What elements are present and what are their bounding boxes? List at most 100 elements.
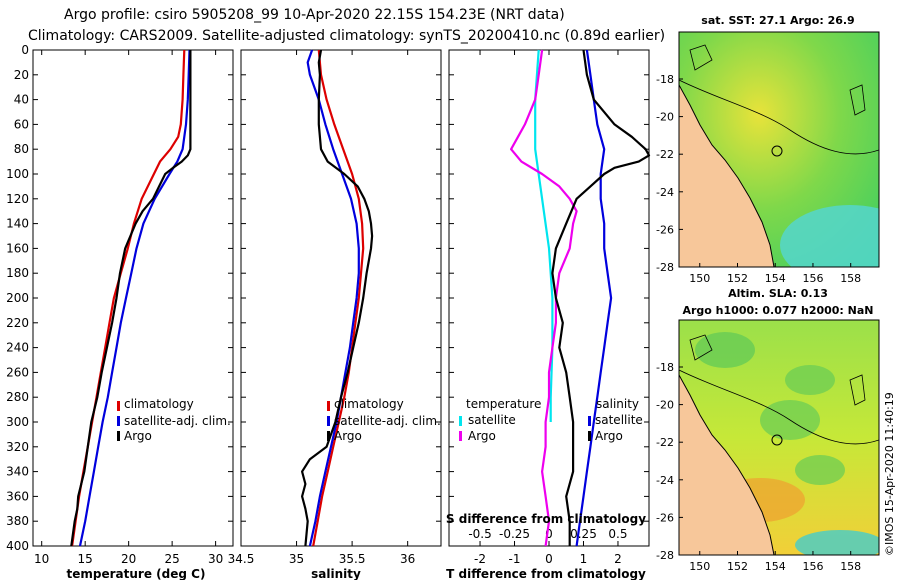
- lon-tick-label: 150: [689, 560, 710, 573]
- lon-tick-label: 156: [802, 560, 823, 573]
- depth-tick-label: 340: [6, 465, 29, 479]
- legend-label-s-satellite: satellite: [595, 413, 643, 427]
- sla-map-subtitle: Argo h1000: 0.077 h2000: NaN: [682, 304, 873, 317]
- depth-tick-label: 20: [14, 68, 29, 82]
- depth-tick-label: 400: [6, 539, 29, 553]
- s-tick-label: 0.5: [608, 527, 627, 541]
- depth-tick-label: 160: [6, 241, 29, 255]
- s-tick-label: -0.5: [468, 527, 491, 541]
- x-tick-label: 35: [289, 552, 304, 566]
- legend-label-t-satellite: satellite: [468, 413, 516, 427]
- sla-map: Altim. SLA: 0.13 Argo h1000: 0.077 h2000…: [656, 287, 880, 573]
- sst-map: sat. SST: 27.1 Argo: 26.9 -18 -20 -22 -24 -2…: [656, 14, 880, 285]
- depth-tick-label: 100: [6, 167, 29, 181]
- depth-tick-label: 220: [6, 316, 29, 330]
- s-tick-label: -0.25: [499, 527, 530, 541]
- sla-map-frame: [678, 319, 880, 556]
- series-line-climatology: [312, 49, 365, 547]
- legend-swatch-climatology: [327, 401, 330, 411]
- lat-tick-label: -22: [656, 436, 674, 449]
- x-tick-label: 25: [164, 552, 179, 566]
- s-difference-axis-label: S difference from climatology: [446, 512, 646, 526]
- legend-title-salinity: salinity: [596, 397, 639, 411]
- reef-outline: [849, 374, 866, 406]
- legend-label-argo: Argo: [334, 429, 362, 443]
- salinity-series: [301, 49, 374, 547]
- x-tick-label: 0: [545, 552, 553, 566]
- depth-axis: 0 20 40 60 80 100 120 140 160 180 200 220 240 260 280 3…: [6, 43, 233, 553]
- land-australia: [679, 84, 775, 267]
- lat-tick-label: -28: [656, 261, 674, 274]
- legend-swatch-climatology: [117, 401, 120, 411]
- x-tick-label: 10: [34, 552, 49, 566]
- sst-map-title: sat. SST: 27.1 Argo: 26.9: [701, 14, 854, 27]
- legend-swatch-s-argo: [588, 431, 591, 441]
- sst-cool-patch: [780, 205, 879, 267]
- legend-label-satellite: satellite-adj. clim.: [334, 414, 441, 428]
- legend-label-climatology: climatology: [124, 397, 194, 411]
- imos-credit: ©IMOS 15-Apr-2020 11:40:19: [883, 392, 896, 556]
- legend-swatch-satellite: [327, 416, 330, 426]
- land-australia: [679, 374, 775, 555]
- legend-label-s-argo: Argo: [595, 429, 623, 443]
- x-tick-label: 2: [614, 552, 622, 566]
- depth-tick-label: 240: [6, 341, 29, 355]
- depth-tick-label: 200: [6, 291, 29, 305]
- lon-tick-label: 152: [727, 560, 748, 573]
- sla-low-patch: [785, 365, 835, 395]
- t-difference-axis-label: T difference from climatology: [446, 567, 646, 580]
- lat-tick-label: -22: [656, 148, 674, 161]
- depth-tick-label: 80: [14, 142, 29, 156]
- sla-map-title: Altim. SLA: 0.13: [728, 287, 828, 300]
- salinity-axis-label: salinity: [311, 567, 361, 580]
- series-line-salinity-satellite: [575, 49, 613, 547]
- argo-position-marker: [771, 434, 783, 446]
- sst-map-frame: [678, 31, 880, 268]
- sla-low-patch: [695, 332, 755, 368]
- difference-series: [510, 49, 651, 547]
- legend-label-satellite: satellite-adj. clim.: [124, 414, 231, 428]
- difference-panel: -2 -1 0 1 2 -0.5 -0.25 0 0.25 0.5 T difference f…: [446, 49, 651, 580]
- lat-tick-label: -28: [656, 549, 674, 562]
- legend-swatch-s-satellite: [588, 416, 591, 426]
- salinity-depth-ticks: [241, 49, 441, 547]
- salinity-plot-frame: [240, 49, 442, 547]
- depth-tick-label: 120: [6, 192, 29, 206]
- legend-swatch-t-satellite: [459, 416, 462, 426]
- sla-low-patch: [795, 455, 845, 485]
- series-line-satellite-adj-clim-: [306, 49, 360, 547]
- salinity-axis-ticks: 34.5 35 35.5 36: [228, 50, 415, 566]
- x-tick-label: 34.5: [228, 552, 255, 566]
- legend-swatch-t-argo: [459, 431, 462, 441]
- series-line-argo: [301, 49, 374, 547]
- x-tick-label: -2: [474, 552, 486, 566]
- difference-axis-ticks: -2 -1 0 1 2: [474, 50, 622, 566]
- depth-tick-label: 280: [6, 390, 29, 404]
- series-line-satellite-adj-clim-: [78, 49, 191, 547]
- depth-tick-label: 40: [14, 93, 29, 107]
- depth-tick-label: 300: [6, 415, 29, 429]
- temperature-axis-ticks: 10 15 20 25 30: [34, 50, 223, 566]
- lon-tick-label: 158: [840, 272, 861, 285]
- temperature-plot-frame: [32, 49, 234, 547]
- lat-tick-label: -26: [656, 223, 674, 236]
- series-line-temperature-argo: [510, 49, 578, 547]
- lat-tick-label: -18: [656, 361, 674, 374]
- depth-tick-label: 0: [21, 43, 29, 57]
- difference-plot-frame: [448, 49, 650, 547]
- bathymetry-contour: [679, 79, 879, 155]
- lon-tick-label: 154: [765, 560, 786, 573]
- depth-tick-label: 320: [6, 440, 29, 454]
- argo-position-marker: [771, 145, 783, 157]
- temperature-axis-label: temperature (deg C): [67, 567, 206, 580]
- lon-tick-label: 154: [765, 272, 786, 285]
- x-tick-label: 20: [121, 552, 136, 566]
- x-tick-label: 36: [400, 552, 415, 566]
- series-line-salinity-argo: [551, 49, 651, 546]
- lat-tick-label: -26: [656, 511, 674, 524]
- reef-outline: [689, 334, 713, 361]
- depth-tick-label: 140: [6, 217, 29, 231]
- depth-tick-label: 60: [14, 117, 29, 131]
- sla-cool-patch: [795, 530, 879, 555]
- legend-swatch-argo: [327, 431, 330, 441]
